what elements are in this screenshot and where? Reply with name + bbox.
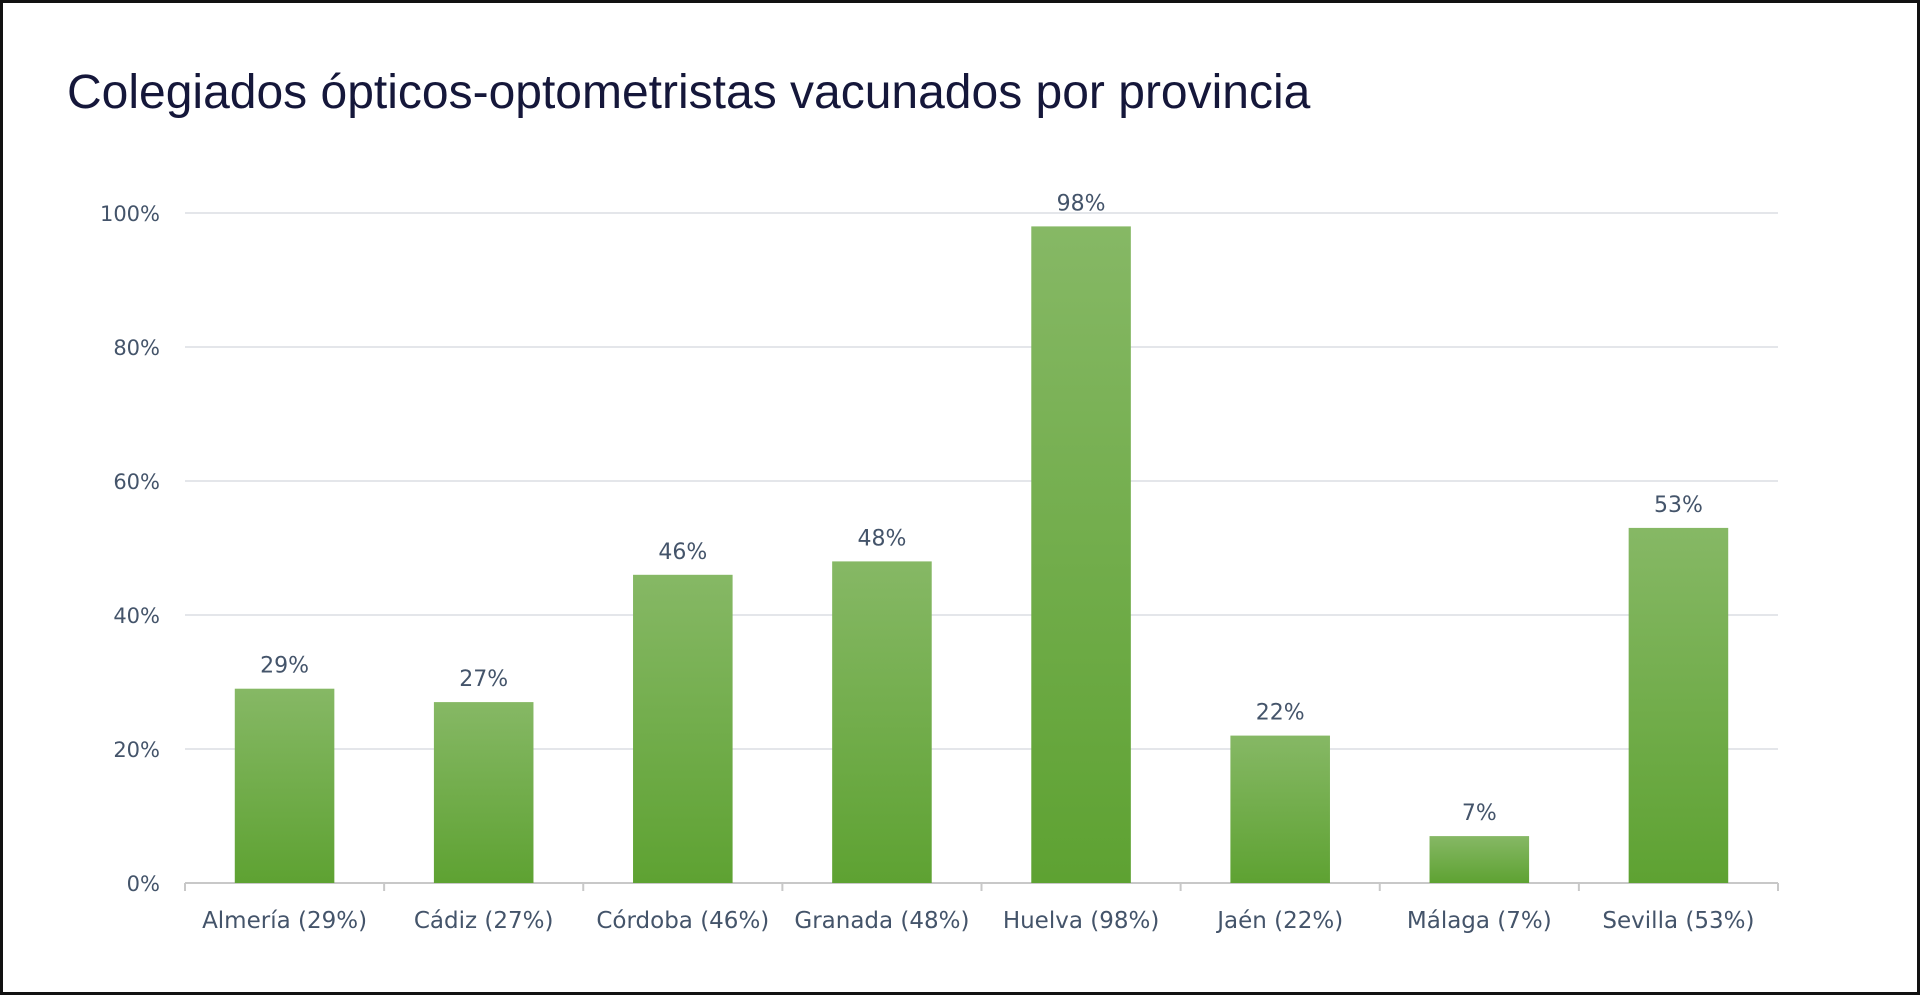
bars [234, 226, 1729, 883]
category-label: Granada (48%) [794, 908, 969, 934]
category-label: Málaga (7%) [1407, 908, 1552, 934]
y-tick-label: 100% [100, 202, 160, 226]
y-tick-label: 60% [113, 470, 160, 494]
bar [1628, 527, 1729, 883]
bar [633, 574, 733, 883]
data-label: 27% [459, 667, 508, 692]
category-label: Cádiz (27%) [414, 908, 554, 934]
bar [1031, 226, 1131, 883]
y-tick-label: 20% [113, 738, 160, 762]
category-label: Almería (29%) [202, 908, 367, 934]
data-label: 29% [260, 654, 309, 679]
bar [234, 688, 335, 883]
y-tick-label: 0% [127, 872, 160, 896]
category-label: Córdoba (46%) [596, 908, 769, 934]
data-label: 46% [658, 540, 707, 565]
bar [1230, 735, 1330, 883]
chart-title: Colegiados ópticos-optometristas vacunad… [67, 66, 1311, 119]
data-label: 98% [1057, 191, 1106, 216]
y-tick-label: 80% [113, 336, 160, 360]
gridlines [185, 212, 1778, 750]
bar [832, 561, 932, 883]
category-label: Sevilla (53%) [1602, 908, 1754, 934]
bar [1429, 836, 1530, 883]
category-label: Jaén (22%) [1215, 908, 1343, 934]
y-axis-ticks: 0% 20% 40% 60% 80% 100% [100, 202, 160, 896]
y-tick-label: 40% [113, 604, 160, 628]
x-axis [184, 882, 1779, 891]
category-labels: Almería (29%) Cádiz (27%) Córdoba (46%) Gra… [202, 908, 1754, 934]
data-label: 22% [1256, 701, 1305, 726]
data-label: 48% [857, 526, 906, 551]
bar [433, 702, 534, 883]
data-label: 7% [1462, 801, 1497, 826]
data-labels: 29% 27% 46% 48% 98% 22% 7% 53% [260, 191, 1703, 826]
category-label: Huelva (98%) [1003, 908, 1160, 934]
data-label: 53% [1654, 493, 1703, 518]
